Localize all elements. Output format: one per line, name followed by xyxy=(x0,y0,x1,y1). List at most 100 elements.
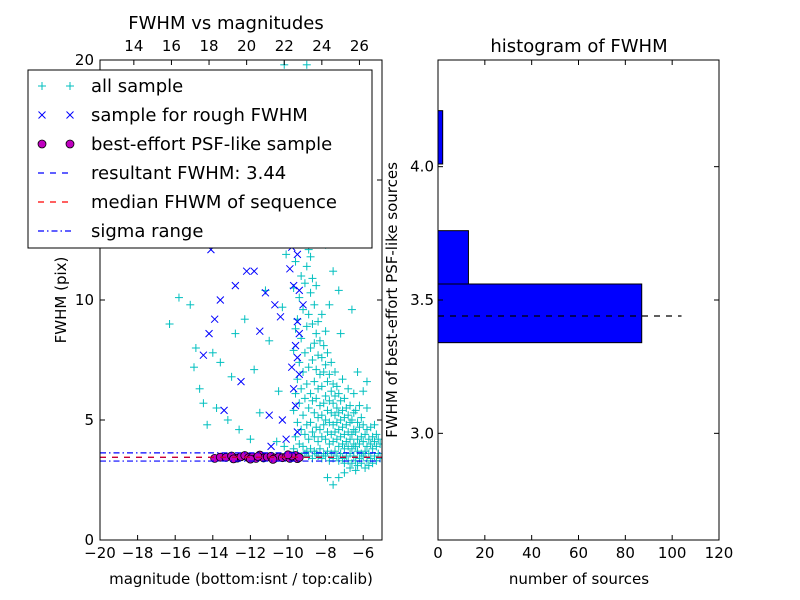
scatter-point xyxy=(374,435,382,444)
scatter-point xyxy=(276,312,285,321)
scatter-y-axis-label: FWHM (pix) xyxy=(52,257,70,344)
scatter-point xyxy=(361,430,370,439)
scatter-point xyxy=(310,432,319,441)
scatter-point xyxy=(255,408,264,417)
scatter-point xyxy=(300,394,309,403)
legend-label: sample for rough FWHM xyxy=(91,105,308,126)
scatter-point xyxy=(331,447,339,456)
scatter-x-tick-label: −16 xyxy=(159,544,191,562)
histogram-y-tick-label: 3.5 xyxy=(410,291,434,309)
scatter-point xyxy=(282,250,291,259)
legend-label: best-effort PSF-like sample xyxy=(91,134,332,155)
histogram-y-tick-label: 3.0 xyxy=(410,424,434,442)
scatter-point xyxy=(302,322,311,331)
scatter-point xyxy=(242,267,251,276)
scatter-point xyxy=(315,336,324,345)
scatter-point xyxy=(317,411,326,420)
scatter-x-tick-label: −6 xyxy=(352,544,374,562)
scatter-point xyxy=(334,473,343,482)
scatter-point xyxy=(280,442,289,451)
scatter-y-tick-label: 0 xyxy=(84,531,94,549)
scatter-point xyxy=(306,344,315,352)
scatter-top-tick-label: 26 xyxy=(350,37,369,55)
scatter-point xyxy=(336,449,345,458)
scatter-point xyxy=(278,416,287,424)
scatter-point xyxy=(304,404,313,412)
histogram-chart: 0 20 40 60 80 100 120 3.0 3.5 4.0 histogram of F… xyxy=(383,36,733,588)
scatter-point xyxy=(336,329,345,338)
scatter-point xyxy=(287,363,296,372)
legend-item: all sample xyxy=(38,76,183,97)
scatter-x-tick-label: −18 xyxy=(122,544,154,562)
scatter-point xyxy=(334,286,343,295)
scatter-top-tick-label: 16 xyxy=(162,37,181,55)
legend-label: resultant FWHM: 3.44 xyxy=(91,163,286,184)
scatter-point xyxy=(278,303,287,312)
scatter-point xyxy=(299,368,308,376)
scatter-point xyxy=(347,416,356,424)
scatter-point xyxy=(199,399,208,408)
scatter-point xyxy=(191,344,200,352)
scatter-point xyxy=(376,440,382,448)
scatter-point xyxy=(332,382,341,391)
scatter-point xyxy=(370,420,379,429)
scatter-point xyxy=(315,444,324,453)
scatter-point xyxy=(323,348,332,357)
legend-marker xyxy=(66,111,74,119)
scatter-point xyxy=(302,262,311,271)
scatter-point xyxy=(344,411,353,420)
scatter-x-tick-label: −12 xyxy=(235,544,267,562)
scatter-point xyxy=(203,420,212,429)
scatter-point xyxy=(306,418,315,427)
scatter-point xyxy=(265,336,274,345)
scatter-point xyxy=(331,368,339,376)
scatter-point xyxy=(297,272,306,280)
scatter-point xyxy=(261,288,270,297)
scatter-point xyxy=(327,387,336,396)
scatter-point xyxy=(210,315,219,324)
scatter-point xyxy=(289,281,298,290)
scatter-title: FWHM vs magnitudes xyxy=(128,13,323,34)
scatter-point xyxy=(250,365,259,374)
histogram-x-tick-label: 20 xyxy=(475,544,494,562)
scatter-point xyxy=(374,449,382,458)
scatter-point xyxy=(347,305,356,314)
scatter-top-tick-label: 20 xyxy=(237,37,256,55)
scatter-point xyxy=(291,401,300,410)
scatter-point xyxy=(306,389,315,398)
histogram-bar xyxy=(438,283,643,344)
histogram-x-tick-label: 0 xyxy=(433,544,443,562)
histogram-y-ticks: 3.0 3.5 4.0 xyxy=(410,158,719,442)
scatter-point xyxy=(293,317,302,326)
scatter-point xyxy=(317,310,326,319)
scatter-point xyxy=(286,264,294,273)
scatter-point xyxy=(312,394,321,403)
legend-label: median FHWM of sequence xyxy=(91,192,337,213)
scatter-point xyxy=(319,399,328,408)
scatter-point xyxy=(340,394,349,403)
histogram-y-axis-label: FWHM of best-effort PSF-like sources xyxy=(383,162,401,438)
scatter-point xyxy=(310,339,319,348)
scatter-point xyxy=(231,329,240,338)
scatter-point xyxy=(319,368,328,376)
histogram-x-axis-label: number of sources xyxy=(509,570,649,588)
legend-marker xyxy=(66,82,74,90)
legend-item: best-effort PSF-like sample xyxy=(37,134,332,155)
legend-item: median FHWM of sequence xyxy=(38,192,337,213)
scatter-point xyxy=(359,452,368,460)
scatter-point xyxy=(308,274,317,283)
scatter-point xyxy=(245,454,255,464)
histogram-x-tick-label: 120 xyxy=(705,544,734,562)
legend-marker xyxy=(38,111,46,119)
scatter-y-tick-label: 10 xyxy=(75,291,94,309)
scatter-point xyxy=(310,300,319,309)
scatter-point xyxy=(314,437,323,446)
scatter-point xyxy=(319,420,328,429)
scatter-point xyxy=(308,428,317,436)
scatter-point xyxy=(304,363,313,372)
histogram-x-tick-label: 100 xyxy=(658,544,687,562)
scatter-point xyxy=(308,356,317,364)
scatter-point xyxy=(174,293,183,302)
scatter-point xyxy=(274,387,283,396)
